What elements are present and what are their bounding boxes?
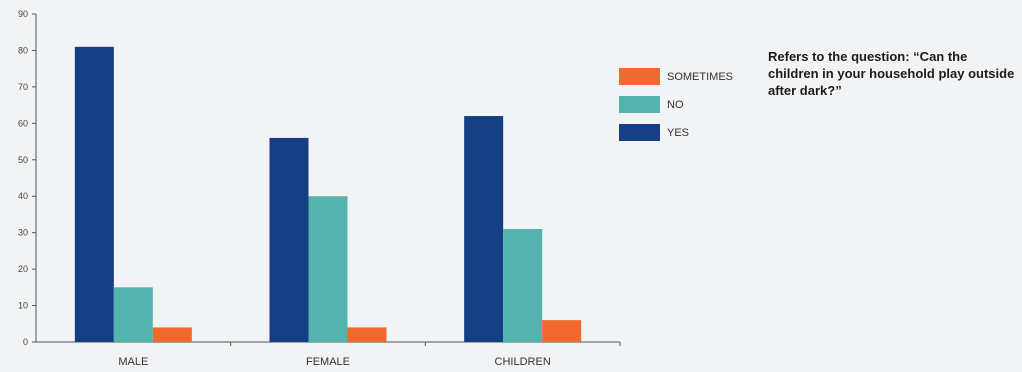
x-tick-label: MALE	[118, 356, 148, 368]
bar-yes-children	[464, 116, 504, 343]
bar-yes-female	[269, 137, 309, 342]
y-tick-label: 90	[18, 9, 28, 19]
bar-sometimes-children	[542, 320, 582, 342]
x-tick-label: FEMALE	[306, 356, 350, 368]
y-tick-label: 60	[18, 118, 28, 128]
bar-no-male	[113, 287, 153, 342]
bar-no-female	[308, 196, 348, 342]
y-tick-label: 0	[23, 337, 28, 347]
y-tick-label: 30	[18, 228, 28, 238]
legend-label-yes: YES	[667, 127, 689, 139]
y-tick-label: 40	[18, 191, 28, 201]
bar-sometimes-male	[152, 327, 192, 342]
chart-legend: SOMETIMES NO YES	[619, 68, 733, 141]
bar-yes-male	[74, 46, 114, 343]
y-tick-label: 80	[18, 45, 28, 55]
legend-swatch-no	[619, 96, 660, 113]
chart-bars	[74, 46, 582, 343]
y-tick-label: 10	[18, 301, 28, 311]
bar-no-children	[503, 229, 543, 342]
y-tick-label: 70	[18, 82, 28, 92]
legend-swatch-sometimes	[619, 68, 660, 85]
x-tick-label: CHILDREN	[495, 356, 551, 368]
legend-label-sometimes: SOMETIMES	[667, 71, 733, 83]
legend-label-no: NO	[667, 99, 684, 111]
y-tick-label: 20	[18, 264, 28, 274]
question-note: Refers to the question: “Can the childre…	[768, 49, 1015, 98]
y-tick-label: 50	[18, 155, 28, 165]
bar-sometimes-female	[347, 327, 387, 342]
legend-swatch-yes	[619, 124, 660, 141]
